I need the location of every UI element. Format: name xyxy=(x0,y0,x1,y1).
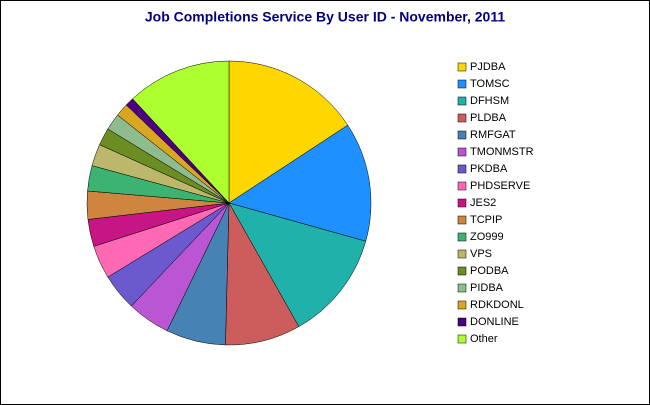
legend-label: DFHSM xyxy=(470,95,509,107)
legend-label: PHDSERVE xyxy=(470,180,530,192)
legend-label: RDKDONL xyxy=(470,299,524,311)
legend-label: PLDBA xyxy=(470,112,507,124)
legend-label: PJDBA xyxy=(470,61,506,73)
legend-swatch xyxy=(457,198,467,208)
legend-swatch xyxy=(457,79,467,89)
legend-swatch xyxy=(457,249,467,259)
legend-swatch xyxy=(457,164,467,174)
pie-slice xyxy=(228,60,349,204)
chart-title: Job Completions Service By User ID - Nov… xyxy=(145,9,505,25)
legend-swatch xyxy=(457,62,467,72)
legend-label: JES2 xyxy=(470,197,496,209)
legend-swatch xyxy=(457,147,467,157)
legend-label: PODBA xyxy=(470,265,509,277)
legend-label: VPS xyxy=(470,248,492,260)
legend-swatch xyxy=(457,266,467,276)
legend-swatch xyxy=(457,300,467,310)
legend-label: PKDBA xyxy=(470,163,508,175)
legend-swatch xyxy=(457,130,467,140)
legend-swatch xyxy=(457,113,467,123)
legend-label: TOMSC xyxy=(470,78,510,90)
legend-label: DONLINE xyxy=(470,316,519,328)
legend-label: TCPIP xyxy=(470,214,502,226)
legend-label: PIDBA xyxy=(470,282,504,294)
legend-label: Other xyxy=(470,333,498,345)
legend-label: TMONMSTR xyxy=(470,146,534,158)
legend-swatch xyxy=(457,96,467,106)
legend-swatch xyxy=(457,181,467,191)
legend-label: ZO999 xyxy=(470,231,504,243)
legend-label: RMFGAT xyxy=(470,129,516,141)
legend-swatch xyxy=(457,215,467,225)
pie-slice xyxy=(132,60,230,204)
legend-swatch xyxy=(457,317,467,327)
pie-slice xyxy=(228,202,367,327)
legend-swatch xyxy=(457,334,467,344)
legend-swatch xyxy=(457,232,467,242)
pie-slice xyxy=(228,124,372,242)
legend-swatch xyxy=(457,283,467,293)
